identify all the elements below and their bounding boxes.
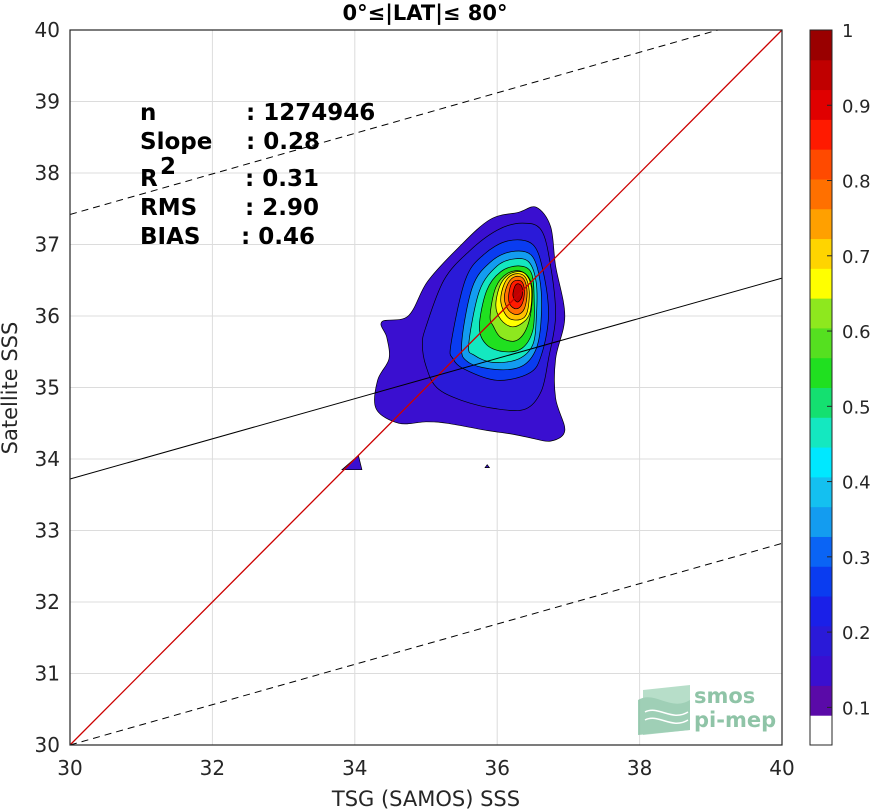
stat-label: n bbox=[140, 100, 156, 126]
y-tick-label: 33 bbox=[35, 519, 60, 543]
colorbar-segment bbox=[810, 268, 832, 299]
colorbar-segment bbox=[810, 30, 832, 61]
regression-line bbox=[69, 277, 783, 480]
x-tick-label: 34 bbox=[342, 756, 367, 780]
colorbar-tick-labels: 0.1 0.2 0.3 0.4 0.5 0.6 0.7 0.8 0.9 1 bbox=[827, 21, 871, 719]
colorbar-segment bbox=[810, 208, 832, 240]
contour-blob bbox=[484, 464, 491, 468]
lower-bound-line bbox=[69, 542, 783, 746]
stat-label: R bbox=[140, 166, 158, 192]
stat-label: Slope bbox=[140, 129, 212, 155]
y-tick-label: 30 bbox=[35, 733, 60, 757]
stat-value: : 0.46 bbox=[241, 224, 315, 250]
y-tick-labels: 30 31 32 33 34 35 36 37 38 39 40 bbox=[35, 18, 60, 757]
stats-box: n : 1274946 Slope : 0.28 R 2 : 0.31 RMS : 2.90 BI… bbox=[140, 100, 375, 250]
logo-line1: smos bbox=[694, 684, 755, 708]
colorbar-segment bbox=[810, 238, 832, 269]
x-tick-label: 38 bbox=[627, 756, 652, 780]
y-tick-label: 31 bbox=[35, 662, 60, 686]
y-tick-label: 32 bbox=[35, 590, 60, 614]
stat-value: : 1274946 bbox=[246, 100, 375, 126]
colorbar-segment bbox=[810, 685, 832, 716]
colorbar-segment bbox=[810, 417, 832, 448]
stat-value: : 0.31 bbox=[245, 166, 319, 192]
stat-label: RMS bbox=[140, 195, 197, 221]
colorbar-tick-label: 0.7 bbox=[842, 247, 871, 268]
colorbar-segment bbox=[810, 715, 832, 746]
x-tick-label: 30 bbox=[57, 756, 82, 780]
colorbar-frame bbox=[809, 29, 833, 746]
colorbar-tick-label: 0.9 bbox=[842, 96, 871, 117]
y-tick-label: 36 bbox=[35, 304, 60, 328]
colorbar-segment bbox=[810, 119, 832, 150]
y-axis-label: Satellite SSS bbox=[0, 322, 22, 455]
colorbar-segment bbox=[810, 327, 832, 359]
colorbar-segment bbox=[810, 536, 832, 567]
colorbar-segment bbox=[810, 506, 832, 537]
y-tick-label: 34 bbox=[35, 447, 60, 471]
logo-line2: pi-mep bbox=[694, 708, 776, 732]
upper-bound-line bbox=[69, 29, 719, 215]
colorbar-segment bbox=[810, 625, 832, 657]
colorbar-segment bbox=[810, 596, 832, 627]
grid bbox=[69, 29, 783, 746]
colorbar-tick-label: 0.2 bbox=[842, 623, 871, 644]
logo-icon bbox=[638, 685, 690, 735]
stat-label: BIAS bbox=[140, 224, 200, 250]
reference-lines bbox=[69, 29, 783, 746]
stat-value: : 2.90 bbox=[245, 195, 319, 221]
colorbar-tick-label: 0.8 bbox=[842, 172, 871, 193]
colorbar-tick-label: 0.5 bbox=[842, 397, 871, 418]
colorbar-tick-label: 0.3 bbox=[842, 548, 871, 569]
x-axis-label: TSG (SAMOS) SSS bbox=[331, 787, 520, 811]
y-tick-label: 40 bbox=[35, 18, 60, 42]
x-tick-label: 32 bbox=[200, 756, 225, 780]
colorbar-segment bbox=[810, 298, 832, 329]
colorbar-segment bbox=[810, 387, 832, 418]
identity-line bbox=[69, 29, 783, 746]
colorbar-segment bbox=[810, 566, 832, 597]
x-tick-label: 36 bbox=[484, 756, 509, 780]
x-tick-label: 40 bbox=[769, 756, 794, 780]
colorbar-segment bbox=[810, 357, 832, 388]
colorbar-tick-label: 0.6 bbox=[842, 322, 871, 343]
colorbar-segment bbox=[810, 149, 832, 180]
colorbar-tick-label: 0.1 bbox=[842, 698, 871, 719]
colorbar-segment bbox=[810, 89, 832, 120]
stat-label-superscript: 2 bbox=[160, 154, 176, 180]
colorbar-segment bbox=[810, 447, 832, 478]
y-tick-label: 38 bbox=[35, 161, 60, 185]
colorbar-tick-label: 1 bbox=[842, 21, 853, 42]
y-tick-label: 35 bbox=[35, 376, 60, 400]
x-tick-labels: 30 32 34 36 38 40 bbox=[57, 756, 794, 780]
stat-value: : 0.28 bbox=[246, 129, 320, 155]
plot-frame bbox=[69, 29, 783, 746]
chart-title: 0°≤|LAT|≤ 80° bbox=[342, 1, 507, 26]
logo: smos pi-mep bbox=[638, 684, 776, 735]
colorbar bbox=[809, 29, 833, 746]
colorbar-segment bbox=[810, 59, 832, 91]
colorbar-tick-label: 0.4 bbox=[842, 473, 871, 494]
colorbar-segment bbox=[810, 178, 832, 210]
colorbar-segment bbox=[810, 655, 832, 686]
colorbar-segment bbox=[810, 476, 832, 508]
y-tick-label: 37 bbox=[35, 233, 60, 257]
y-tick-label: 39 bbox=[35, 90, 60, 114]
